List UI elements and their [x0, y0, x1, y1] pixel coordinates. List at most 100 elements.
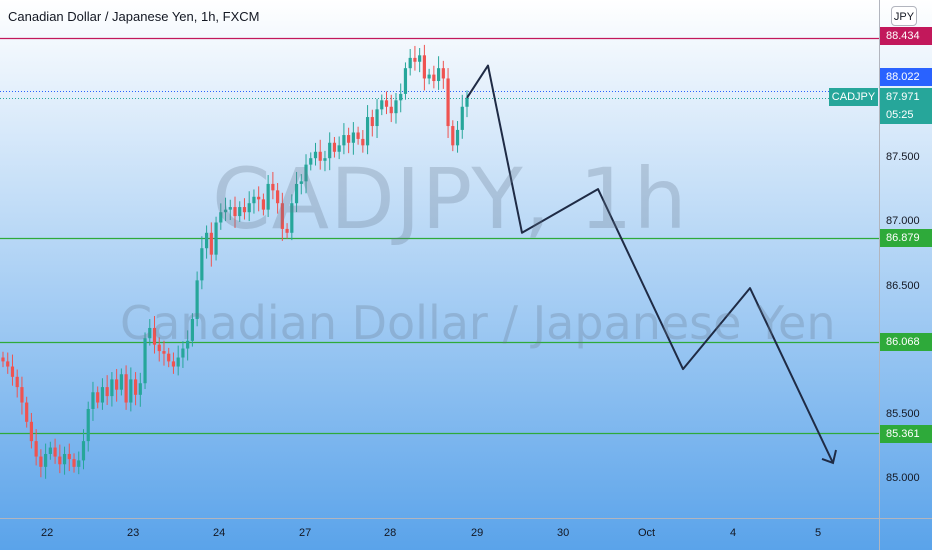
candle [195, 271, 199, 327]
y-tick-label: 87.500 [886, 151, 920, 163]
candle [67, 443, 71, 472]
tag-support-1: 86.879 [880, 229, 932, 247]
candle [394, 92, 398, 124]
candle [100, 378, 105, 410]
candle [81, 429, 86, 470]
x-tick-label: 27 [299, 527, 312, 539]
tag-current-price: 87.971 [880, 88, 932, 106]
candle [247, 191, 251, 222]
candle [271, 171, 275, 200]
candle [408, 49, 412, 76]
candle [280, 192, 284, 241]
candle [96, 386, 100, 409]
tag-last-line: 88.022 [880, 68, 932, 86]
candle [266, 175, 270, 217]
candle [356, 126, 360, 145]
candle [257, 186, 261, 212]
candle [238, 201, 242, 222]
candle [53, 438, 57, 464]
candle [77, 451, 81, 475]
candle [29, 412, 34, 449]
candle [451, 120, 455, 152]
candle [138, 372, 142, 407]
candle [252, 189, 256, 214]
candle [228, 199, 232, 221]
y-tick-label: 87.000 [886, 215, 920, 227]
candle [181, 341, 185, 368]
tag-support-3: 85.361 [880, 425, 932, 443]
candle [204, 225, 209, 259]
candle [261, 193, 266, 216]
candle [418, 47, 422, 73]
candle [219, 203, 223, 230]
candle [365, 105, 370, 155]
candle [432, 65, 436, 89]
tag-support-2: 86.068 [880, 333, 932, 351]
candle [167, 347, 171, 368]
candle [15, 369, 19, 398]
candle [143, 332, 147, 390]
candle [91, 381, 95, 421]
candle [380, 94, 384, 116]
candle [200, 236, 204, 290]
candle [294, 171, 299, 213]
candle [465, 90, 469, 118]
symbol-watermark: CADJPY, 1h [212, 150, 688, 248]
candle [171, 352, 176, 374]
candle [413, 45, 417, 71]
candle [44, 443, 48, 479]
candle [105, 375, 109, 405]
candle [48, 441, 52, 460]
candle [323, 150, 327, 172]
candle [455, 121, 460, 153]
candle [460, 94, 464, 139]
candle [190, 313, 194, 347]
candle [152, 315, 157, 354]
symbol-tag: CADJPY [829, 88, 878, 106]
tag-countdown: 05:25 [880, 106, 932, 124]
candle [328, 132, 332, 171]
candle [186, 330, 190, 361]
candle [20, 376, 24, 415]
candle [115, 368, 119, 402]
candle [214, 216, 218, 261]
x-tick-label: 22 [41, 527, 54, 539]
chart-title: Canadian Dollar / Japanese Yen, 1h, FXCM [8, 9, 260, 24]
candle [299, 174, 303, 195]
x-tick-label: 5 [815, 527, 822, 539]
candle [441, 60, 445, 89]
candle [1, 351, 5, 368]
candle [427, 68, 431, 85]
candle [361, 130, 365, 153]
x-tick-label: 28 [384, 527, 397, 539]
candle [309, 152, 313, 171]
candle [276, 183, 280, 214]
candle [313, 142, 318, 166]
candle [157, 337, 161, 362]
candle [6, 352, 10, 374]
candle [304, 154, 308, 194]
candle [129, 367, 133, 412]
y-tick-label: 85.000 [886, 472, 920, 484]
currency-badge[interactable]: JPY [891, 6, 917, 26]
candle [223, 197, 228, 222]
x-tick-label: 30 [557, 527, 570, 539]
x-tick-label: 24 [213, 527, 226, 539]
projection-path [466, 64, 834, 464]
candle [370, 109, 374, 137]
candle [337, 136, 341, 160]
x-tick-label: 4 [730, 527, 737, 539]
candle [342, 123, 346, 155]
candle [233, 196, 237, 229]
candle [148, 319, 152, 346]
candle [351, 122, 355, 155]
candle [110, 372, 114, 407]
candle [422, 44, 426, 91]
candle [25, 396, 29, 428]
x-tick-label: 29 [471, 527, 484, 539]
candle [290, 194, 294, 241]
projection-arrow-head [821, 449, 837, 465]
